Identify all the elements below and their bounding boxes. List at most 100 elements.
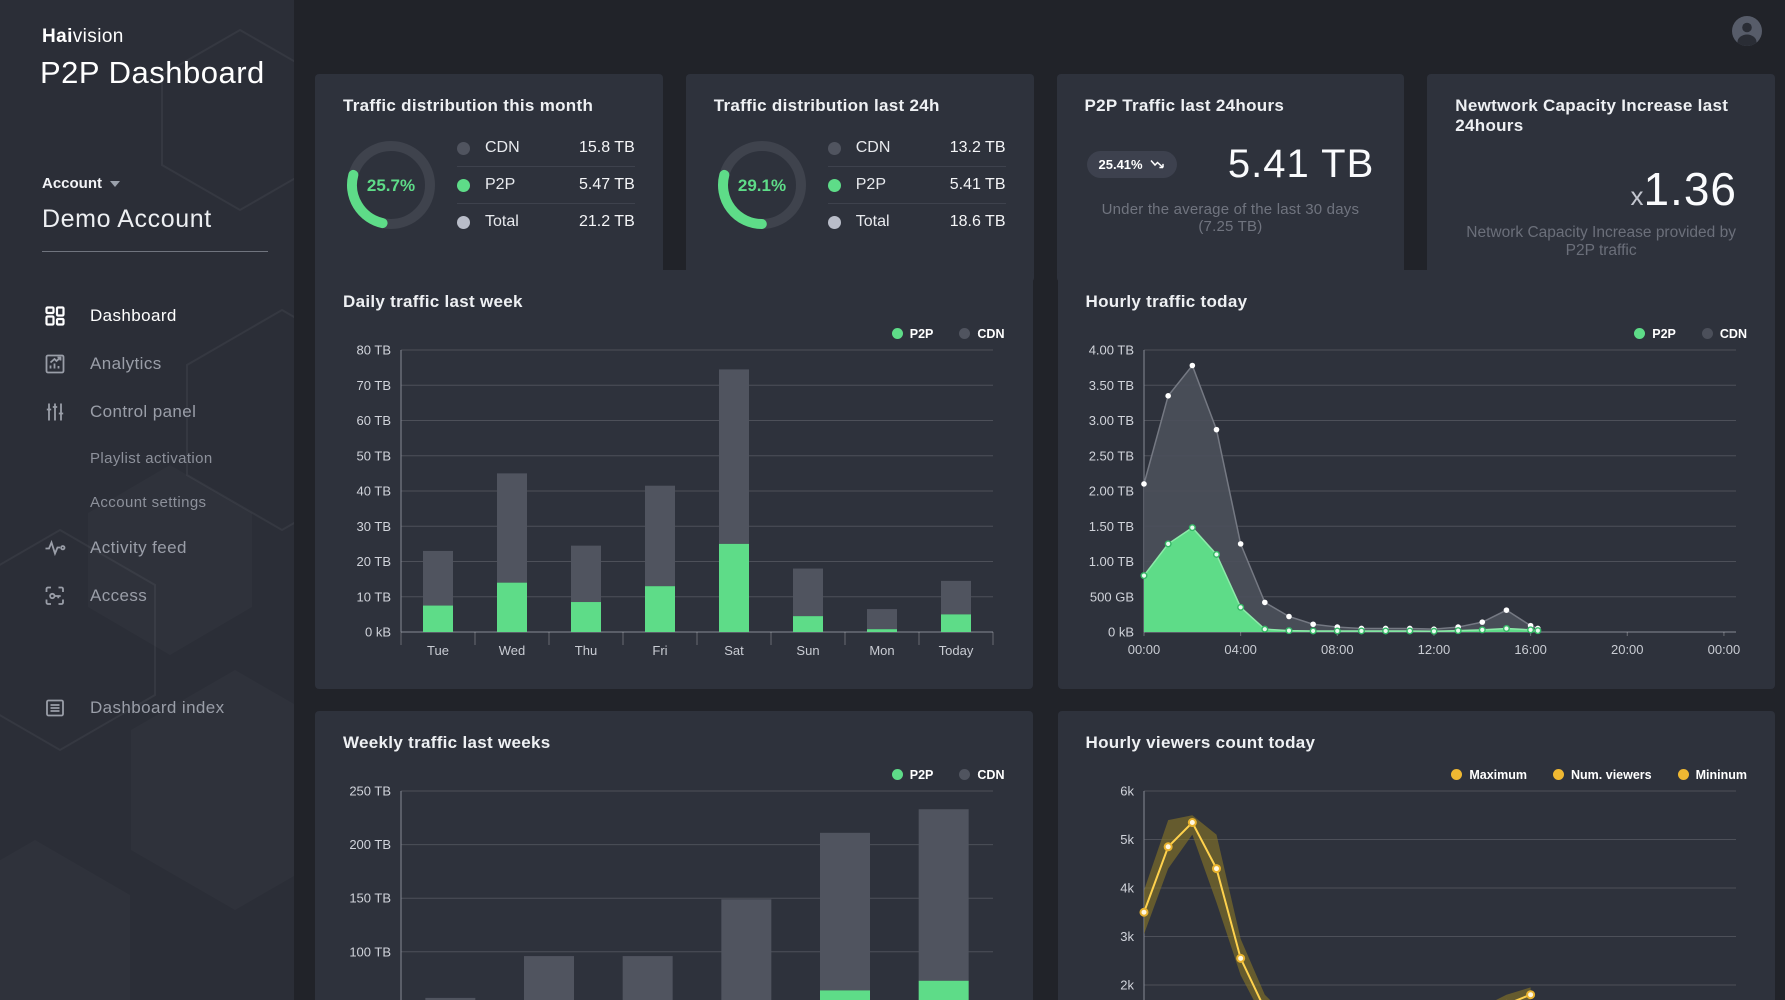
account-name: Demo Account bbox=[42, 205, 212, 233]
svg-text:Thu: Thu bbox=[575, 643, 597, 658]
svg-text:50 TB: 50 TB bbox=[357, 998, 391, 1000]
legend-name: CDN bbox=[855, 139, 891, 156]
svg-text:150 TB: 150 TB bbox=[349, 891, 391, 906]
svg-text:3k: 3k bbox=[1120, 929, 1134, 944]
account-label: Account bbox=[42, 175, 102, 192]
hourly-traffic-card: Hourly traffic today P2P CDN 0 kB 500 GB 1… bbox=[1057, 270, 1775, 689]
svg-text:4.00 TB: 4.00 TB bbox=[1088, 344, 1133, 358]
daily-traffic-legend: P2P CDN bbox=[343, 326, 1005, 341]
legend-item-cdn[interactable]: CDN bbox=[959, 326, 1005, 341]
legend-item-num-viewers[interactable]: Num. viewers bbox=[1553, 768, 1652, 782]
sidebar-item-analytics[interactable]: Analytics bbox=[0, 340, 294, 388]
svg-text:0 kB: 0 kB bbox=[1107, 625, 1133, 640]
sidebar-item-label: Activity feed bbox=[90, 538, 187, 557]
legend-name: Total bbox=[855, 213, 890, 230]
legend-name: CDN bbox=[485, 139, 520, 156]
sidebar-item-dashboard-index[interactable]: Dashboard index bbox=[0, 684, 294, 732]
legend-item-p2p[interactable]: P2P bbox=[891, 768, 933, 782]
svg-text:10 TB: 10 TB bbox=[357, 589, 391, 604]
svg-text:Tue: Tue bbox=[427, 643, 449, 658]
charts-row-bottom: Weekly traffic last weeks P2P CDN 0 kB50… bbox=[315, 711, 1775, 1000]
svg-text:Sat: Sat bbox=[724, 643, 744, 658]
svg-text:4k: 4k bbox=[1120, 881, 1134, 896]
svg-text:3.00 TB: 3.00 TB bbox=[1088, 413, 1133, 428]
chart-title: Weekly traffic last weeks bbox=[343, 733, 551, 752]
legend-label: Maximum bbox=[1469, 767, 1528, 782]
legend-value: 5.47 TB bbox=[579, 176, 635, 193]
legend-value: 18.6 TB bbox=[949, 213, 1006, 230]
hourly-viewers-chart: 01k2k3k4k5k6k00:0004:0008:0012:0016:0020… bbox=[1120, 784, 1736, 1000]
legend-item-p2p[interactable]: P2P bbox=[1634, 327, 1676, 341]
svg-text:Sun: Sun bbox=[796, 643, 819, 658]
sidebar-item-access[interactable]: Access bbox=[0, 572, 294, 620]
sidebar-item-account-settings[interactable]: Account settings bbox=[0, 480, 294, 524]
hourly-viewers-card: Hourly viewers count today Maximum Num. … bbox=[1057, 711, 1775, 1000]
svg-text:2.50 TB: 2.50 TB bbox=[1088, 448, 1133, 463]
maximum-dot-icon bbox=[1451, 769, 1463, 780]
legend-label: Num. viewers bbox=[1571, 767, 1652, 782]
weekly-traffic-card: Weekly traffic last weeks P2P CDN 0 kB50… bbox=[315, 711, 1033, 1000]
legend-item-p2p[interactable]: P2P bbox=[891, 327, 933, 341]
sidebar-item-label: Dashboard index bbox=[90, 698, 225, 717]
sidebar-item-activity-feed[interactable]: Activity feed bbox=[0, 524, 294, 572]
cdn-dot-icon bbox=[959, 328, 971, 339]
svg-text:60 TB: 60 TB bbox=[357, 413, 391, 428]
svg-text:2.00 TB: 2.00 TB bbox=[1088, 484, 1133, 499]
total-dot-icon bbox=[457, 215, 470, 229]
user-avatar-icon[interactable] bbox=[1731, 15, 1763, 47]
analytics-icon bbox=[42, 351, 68, 377]
account-divider bbox=[42, 251, 268, 252]
sidebar-item-control-panel[interactable]: Control panel bbox=[0, 388, 294, 436]
hourly-viewers-legend: Maximum Num. viewers Mininum bbox=[1086, 767, 1747, 782]
svg-text:29.1%: 29.1% bbox=[738, 176, 786, 195]
brand-logo-bold: Hai bbox=[42, 26, 73, 47]
svg-text:50 TB: 50 TB bbox=[357, 448, 391, 463]
cdn-dot-icon bbox=[827, 141, 841, 155]
sidebar-item-playlist-activation[interactable]: Playlist activation bbox=[0, 436, 294, 480]
legend-row-cdn: CDN 13.2 TB bbox=[827, 130, 1006, 166]
cdn-dot-icon bbox=[457, 141, 470, 155]
p2p-traffic-24h-card: P2P Traffic last 24hours 25.41% 5.41 TB … bbox=[1056, 74, 1405, 282]
sidebar-nav: Dashboard Analytics Control panel Playli… bbox=[0, 292, 294, 620]
brand-logo-rest: vision bbox=[72, 26, 124, 47]
svg-text:80 TB: 80 TB bbox=[357, 344, 391, 358]
svg-text:200 TB: 200 TB bbox=[349, 837, 391, 852]
charts-row-middle: Daily traffic last week P2P CDN 0 kB 10 T… bbox=[315, 270, 1775, 689]
daily-traffic-chart: 0 kB 10 TB 20 TB 30 TB 40 TB 50 TB 60 TB 70 TB 8… bbox=[357, 343, 994, 658]
access-icon bbox=[42, 583, 68, 609]
legend-item-cdn[interactable]: CDN bbox=[959, 767, 1005, 782]
legend-item-cdn[interactable]: CDN bbox=[1701, 327, 1747, 341]
account-selector[interactable]: Account Demo Account bbox=[42, 175, 294, 252]
legend-label: Mininum bbox=[1695, 767, 1747, 782]
legend-value: 15.8 TB bbox=[579, 139, 635, 156]
cdn-dot-icon bbox=[1701, 328, 1713, 339]
svg-text:Wed: Wed bbox=[499, 643, 526, 658]
app-title: P2P Dashboard bbox=[40, 55, 265, 90]
badge-value: 25.41% bbox=[1098, 157, 1143, 172]
sidebar-item-dashboard[interactable]: Dashboard bbox=[0, 292, 294, 340]
svg-text:2k: 2k bbox=[1120, 978, 1134, 993]
p2p-dot-icon bbox=[891, 769, 903, 780]
legend-label: CDN bbox=[977, 326, 1005, 341]
svg-text:04:00: 04:00 bbox=[1224, 642, 1257, 657]
sidebar-item-label: Control panel bbox=[90, 402, 197, 421]
p2p-dot-icon bbox=[827, 178, 841, 192]
p2p-dot-icon bbox=[1634, 328, 1646, 339]
svg-text:100 TB: 100 TB bbox=[349, 944, 391, 959]
chart-title: Hourly viewers count today bbox=[1085, 733, 1316, 752]
svg-text:00:00: 00:00 bbox=[1127, 642, 1160, 657]
traffic-month-legend: CDN 15.8 TB P2P 5.47 TB Total 21.2 TB bbox=[457, 130, 635, 240]
p2p-dot-icon bbox=[891, 328, 903, 339]
svg-text:250 TB: 250 TB bbox=[349, 785, 391, 799]
legend-label: CDN bbox=[977, 767, 1005, 782]
capacity-value: x1.36 bbox=[1455, 162, 1747, 216]
network-capacity-card: Newtwork Capacity Increase last 24hours … bbox=[1427, 74, 1775, 282]
p2p-traffic-subtitle: Under the average of the last 30 days (7… bbox=[1101, 201, 1360, 235]
legend-name: Total bbox=[485, 213, 519, 230]
legend-item-maximum[interactable]: Maximum bbox=[1451, 768, 1527, 782]
legend-item-minimum[interactable]: Mininum bbox=[1677, 767, 1747, 782]
brand-logo[interactable]: Haivision bbox=[42, 26, 294, 48]
total-dot-icon bbox=[827, 215, 841, 229]
cdn-dot-icon bbox=[959, 769, 971, 780]
